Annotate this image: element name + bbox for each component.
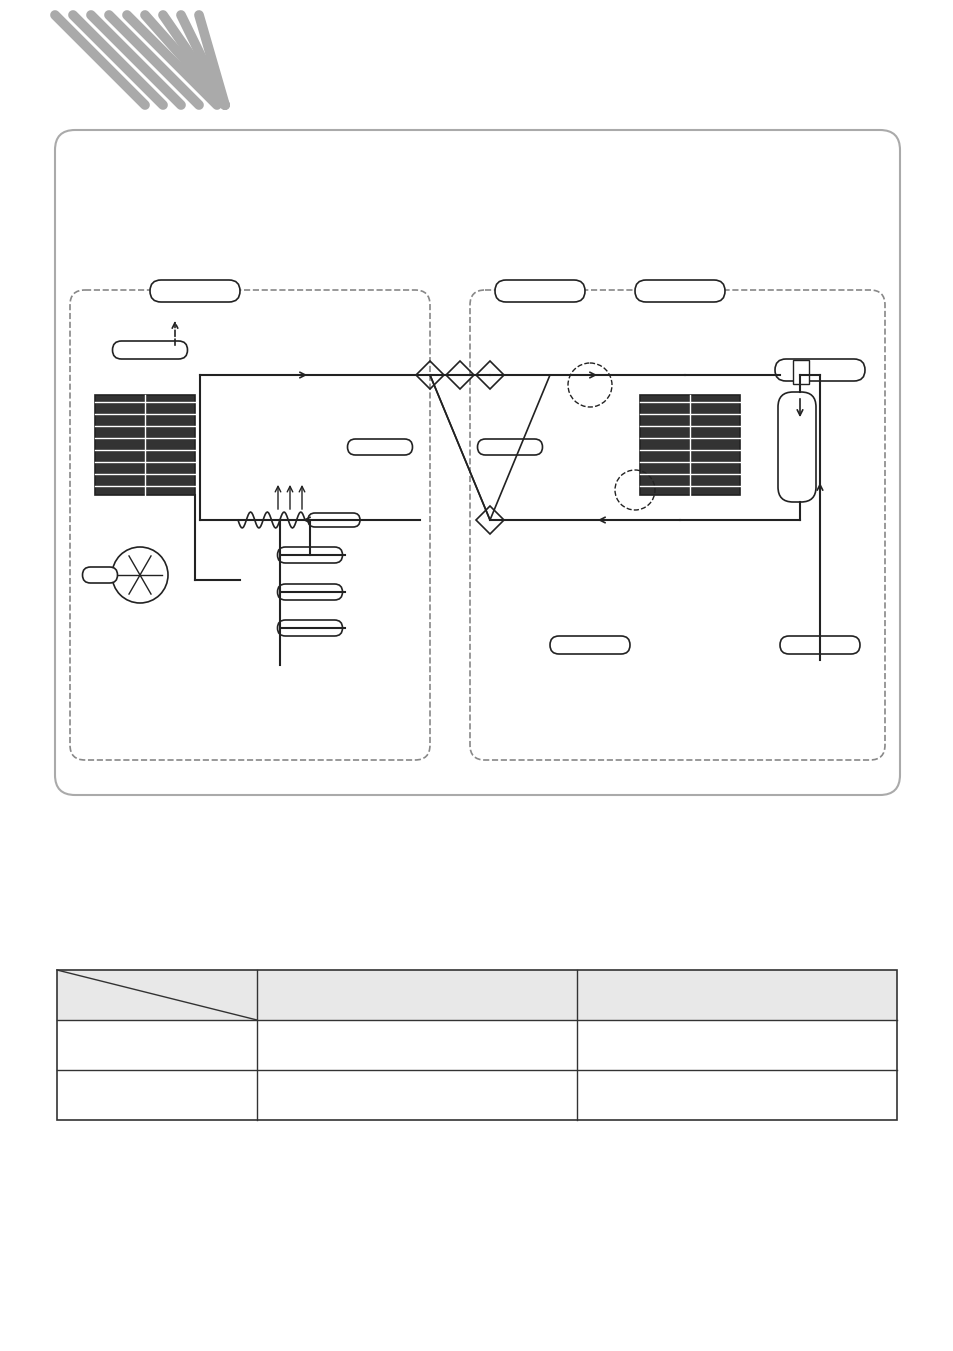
- FancyBboxPatch shape: [277, 584, 342, 600]
- FancyBboxPatch shape: [550, 636, 629, 654]
- FancyBboxPatch shape: [112, 340, 188, 359]
- Bar: [57, 970, 896, 1020]
- FancyBboxPatch shape: [774, 359, 864, 381]
- FancyBboxPatch shape: [277, 620, 342, 636]
- FancyBboxPatch shape: [150, 280, 240, 303]
- Bar: [57, 970, 896, 1120]
- Bar: [792, 359, 808, 384]
- FancyBboxPatch shape: [82, 567, 117, 584]
- FancyBboxPatch shape: [308, 513, 359, 527]
- FancyBboxPatch shape: [477, 439, 542, 455]
- FancyBboxPatch shape: [277, 547, 342, 563]
- FancyBboxPatch shape: [495, 280, 584, 303]
- FancyBboxPatch shape: [635, 280, 724, 303]
- Bar: [95, 394, 194, 494]
- FancyBboxPatch shape: [347, 439, 412, 455]
- FancyBboxPatch shape: [55, 130, 899, 794]
- FancyBboxPatch shape: [780, 636, 859, 654]
- FancyBboxPatch shape: [778, 392, 815, 503]
- Bar: [639, 394, 740, 494]
